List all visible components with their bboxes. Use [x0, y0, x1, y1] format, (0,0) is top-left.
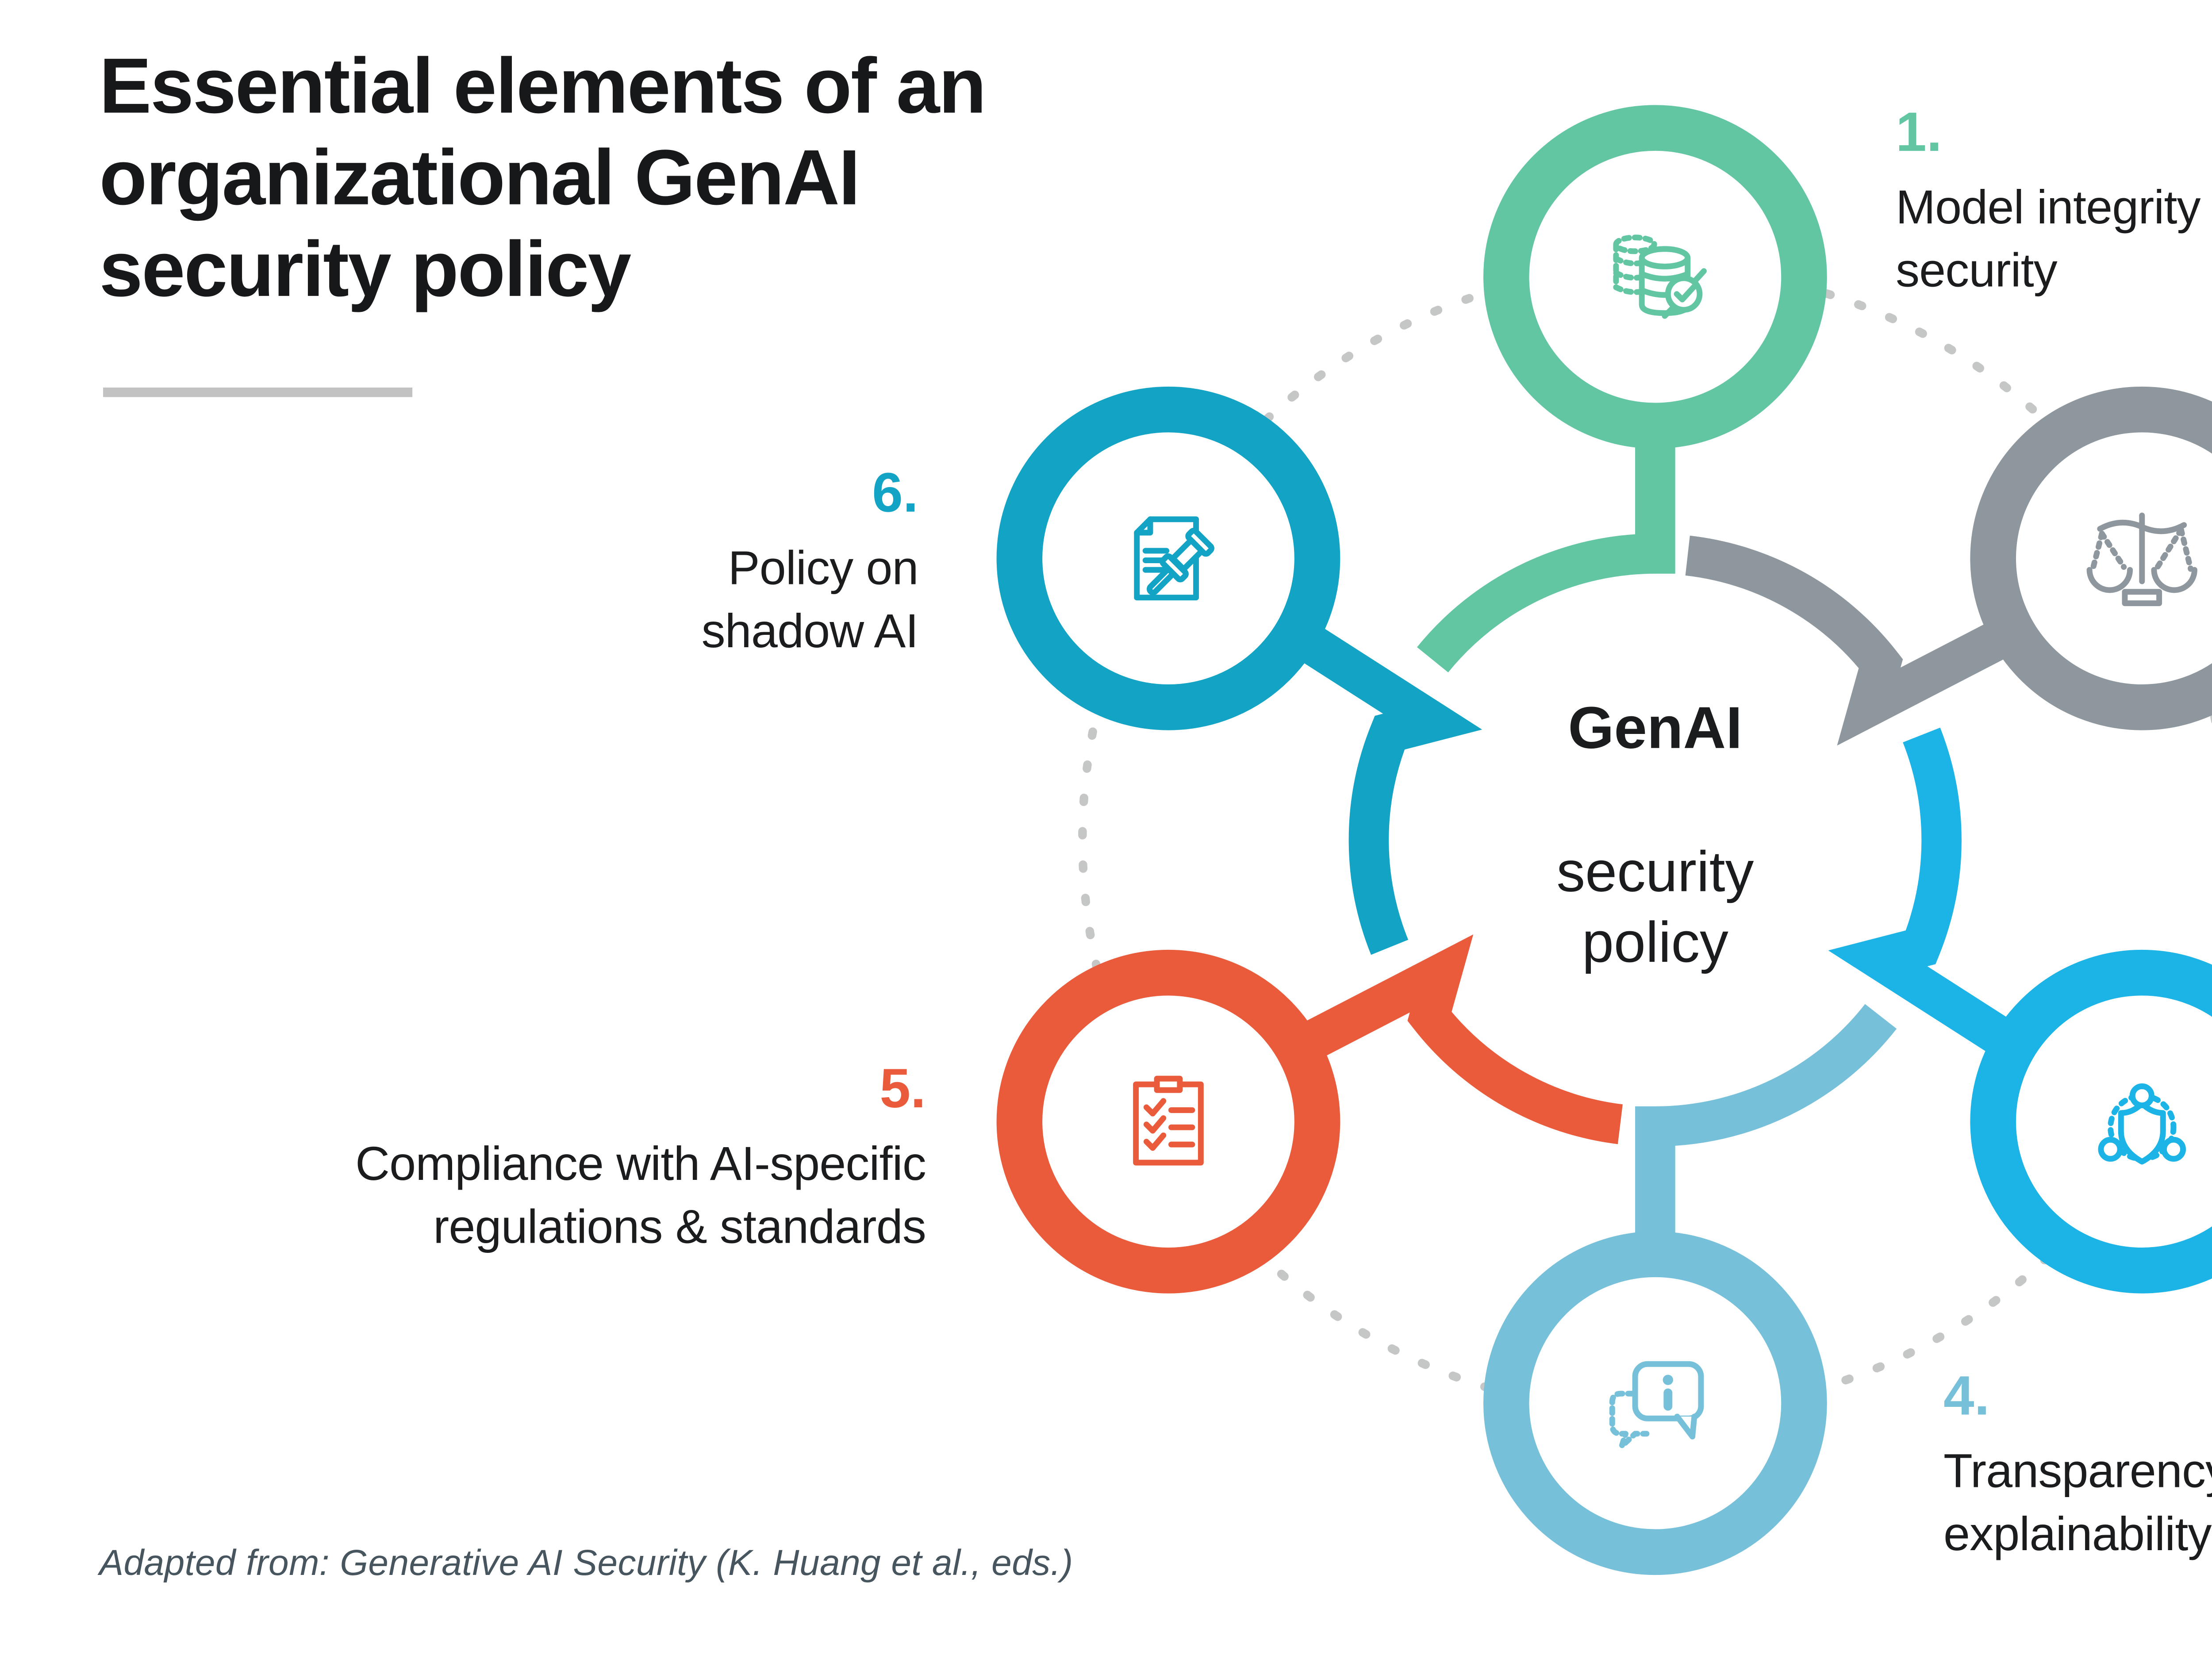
ring-segment-transparency: [1635, 1004, 1897, 1256]
document-gavel-icon: [1134, 516, 1214, 601]
node-circle-data-privacy: [1970, 386, 2212, 730]
label-model-integrity: 1. Model integrity & security: [1896, 103, 2212, 302]
label-text-4: Transparency & explainability: [1943, 1445, 2212, 1561]
hub-label: GenAI security policy: [1556, 622, 1754, 1050]
label-number-5: 5.: [879, 1059, 926, 1121]
label-number-4: 4.: [1943, 1367, 1990, 1428]
label-transparency: 4. Transparency & explainability: [1943, 1367, 2212, 1565]
database-check-icon: [1613, 234, 1707, 319]
label-text-5: Compliance with AI-specific regulations …: [355, 1137, 926, 1253]
label-number-6: 6.: [872, 464, 918, 525]
shield-network-icon: [2098, 1083, 2186, 1165]
label-shadow-ai: 6. Policy on shadow AI: [701, 464, 919, 662]
ring-segment-model-integrity: [1417, 418, 1675, 673]
label-text-6: Policy on shadow AI: [701, 542, 919, 658]
ring-segment-robustness: [1828, 727, 2050, 1079]
label-text-1: Model integrity & security: [1896, 181, 2200, 297]
node-circle-robustness: [1970, 949, 2212, 1294]
hub-label-genai: GenAI: [1568, 695, 1743, 762]
label-number-1: 1.: [1896, 103, 1942, 165]
hub-label-security-policy: security policy: [1556, 841, 1754, 975]
ring-segment-compliance: [1262, 934, 1623, 1144]
attribution-note: Adapted from: Generative AI Security (K.…: [99, 1544, 1073, 1585]
balance-scale-icon: [2086, 512, 2197, 607]
ring-segment-shadow-ai: [1260, 602, 1482, 955]
page-title: Essential elements of an organizational …: [99, 42, 986, 313]
checklist-clipboard-icon: [1133, 1075, 1204, 1166]
ring-segment-data-privacy: [1685, 535, 2048, 746]
title-divider: [103, 388, 413, 397]
chat-info-icon: [1609, 1361, 1704, 1449]
label-compliance: 5. Compliance with AI-specific regulatio…: [355, 1059, 926, 1258]
